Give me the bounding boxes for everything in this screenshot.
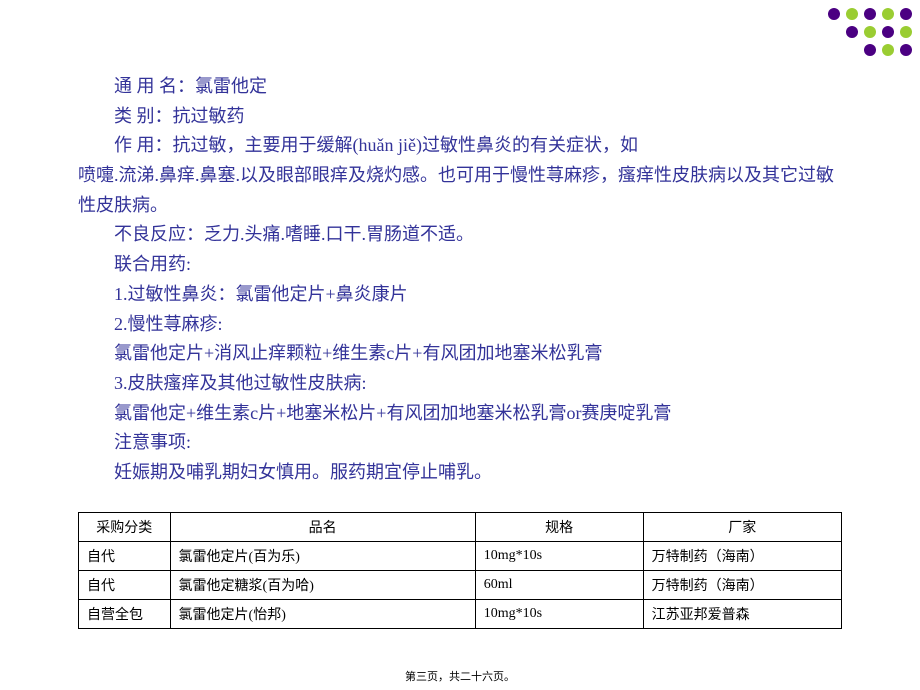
decoration-dot [900, 8, 912, 20]
table-cell: 万特制药（海南） [643, 541, 841, 570]
table-header-row: 采购分类品名规格厂家 [79, 512, 842, 541]
content-line: 联合用药: [78, 250, 842, 280]
table-cell: 氯雷他定片(百为乐) [170, 541, 475, 570]
content-line: 2.慢性荨麻疹: [78, 310, 842, 340]
dot-row [828, 44, 912, 56]
table-body: 自代氯雷他定片(百为乐)10mg*10s万特制药（海南）自代氯雷他定糖浆(百为哈… [79, 541, 842, 628]
table-cell: 氯雷他定片(怡邦) [170, 599, 475, 628]
decoration-dot [846, 8, 858, 20]
content-line: 不良反应：乏力.头痛.嗜睡.口干.胃肠道不适。 [78, 220, 842, 250]
decoration-dot [882, 8, 894, 20]
decoration-dot [900, 26, 912, 38]
decoration-dot [882, 44, 894, 56]
table-cell: 自营全包 [79, 599, 171, 628]
decoration-dot [864, 44, 876, 56]
content-line: 注意事项: [78, 428, 842, 458]
content-line: 妊娠期及哺乳期妇女慎用。服药期宜停止哺乳。 [78, 458, 842, 488]
table-cell: 江苏亚邦爱普森 [643, 599, 841, 628]
table-cell: 自代 [79, 570, 171, 599]
decoration-dot [828, 8, 840, 20]
table-cell: 10mg*10s [475, 599, 643, 628]
footer-text: 第三页，共二十六页。 [405, 671, 515, 683]
product-table-container: 采购分类品名规格厂家 自代氯雷他定片(百为乐)10mg*10s万特制药（海南）自… [78, 512, 842, 629]
decoration-dot [864, 8, 876, 20]
content-line: 氯雷他定+维生素c片+地塞米松片+有风团加地塞米松乳膏or赛庚啶乳膏 [78, 399, 842, 429]
content-line: 3.皮肤瘙痒及其他过敏性皮肤病: [78, 369, 842, 399]
product-table: 采购分类品名规格厂家 自代氯雷他定片(百为乐)10mg*10s万特制药（海南）自… [78, 512, 842, 629]
table-cell: 自代 [79, 541, 171, 570]
decoration-dot [900, 44, 912, 56]
content-line: 类 别：抗过敏药 [78, 102, 842, 132]
content-line: 氯雷他定片+消风止痒颗粒+维生素c片+有风团加地塞米松乳膏 [78, 339, 842, 369]
dot-row [828, 26, 912, 38]
content-line: 1.过敏性鼻炎：氯雷他定片+鼻炎康片 [78, 280, 842, 310]
decoration-dot [864, 26, 876, 38]
content-line: 通 用 名：氯雷他定 [78, 72, 842, 102]
table-header-cell: 规格 [475, 512, 643, 541]
table-header-cell: 品名 [170, 512, 475, 541]
table-header-cell: 采购分类 [79, 512, 171, 541]
content-line: 喷嚏.流涕.鼻痒.鼻塞.以及眼部眼痒及烧灼感。也可用于慢性荨麻疹，瘙痒性皮肤病以… [78, 161, 842, 220]
table-cell: 60ml [475, 570, 643, 599]
decoration-dot [846, 26, 858, 38]
table-cell: 10mg*10s [475, 541, 643, 570]
table-cell: 氯雷他定糖浆(百为哈) [170, 570, 475, 599]
content-line: 作 用：抗过敏，主要用于缓解(huǎn jiě)过敏性鼻炎的有关症状，如 [78, 131, 842, 161]
table-row: 自营全包氯雷他定片(怡邦)10mg*10s江苏亚邦爱普森 [79, 599, 842, 628]
table-row: 自代氯雷他定片(百为乐)10mg*10s万特制药（海南） [79, 541, 842, 570]
table-header-cell: 厂家 [643, 512, 841, 541]
table-cell: 万特制药（海南） [643, 570, 841, 599]
page-footer: 第三页，共二十六页。 [0, 668, 920, 684]
decoration-dot [882, 26, 894, 38]
corner-decoration [828, 8, 912, 56]
dot-row [828, 8, 912, 20]
document-content: 通 用 名：氯雷他定类 别：抗过敏药作 用：抗过敏，主要用于缓解(huǎn ji… [0, 0, 920, 488]
table-row: 自代氯雷他定糖浆(百为哈)60ml万特制药（海南） [79, 570, 842, 599]
